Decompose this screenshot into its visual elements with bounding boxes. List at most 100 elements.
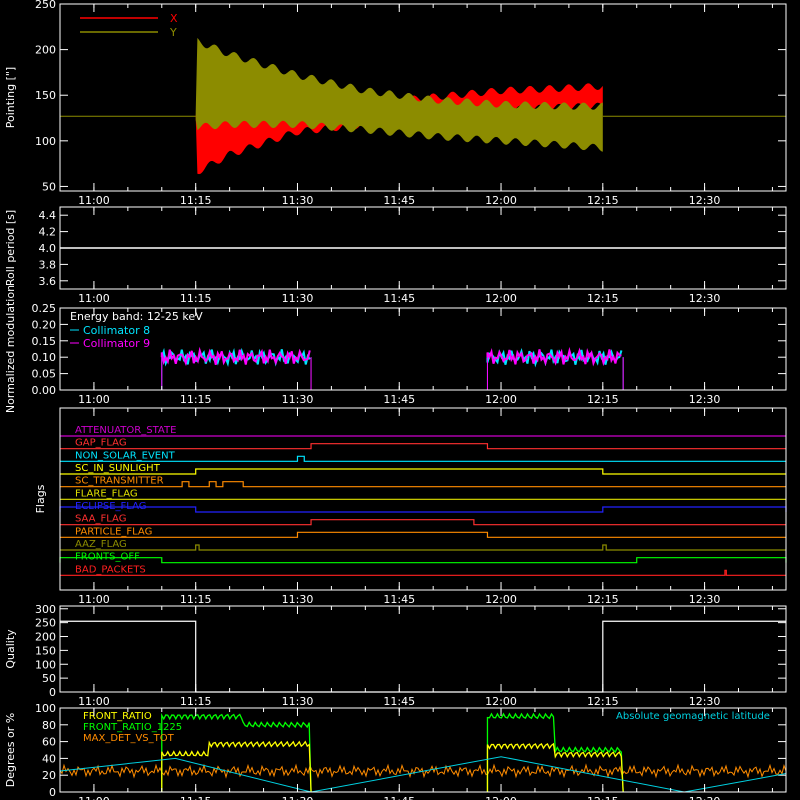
mod-xtick-label: 11:45 — [383, 393, 415, 406]
roll-ytick-label: 4.0 — [39, 242, 57, 255]
quality-ytick-label: 50 — [42, 672, 56, 685]
flag-line-aaz-flag — [60, 544, 786, 551]
mod-energy-band-label: Energy band: 12-25 keV — [70, 310, 203, 323]
flag-label: ATTENUATOR_STATE — [75, 425, 176, 436]
quality-line — [60, 620, 786, 693]
quality-ytick-label: 300 — [35, 603, 56, 616]
pointing-legend-label: Y — [169, 26, 177, 39]
flag-label: PARTICLE_FLAG — [75, 526, 152, 537]
pointing-ytick-label: 100 — [35, 135, 56, 148]
ratio-geomag-label: Absolute geomagnetic latitude — [616, 711, 770, 722]
modulation-panel: 0.00 0.05 0.10 0.15 0.20 0.25 Normalized modul… — [4, 285, 787, 413]
quality-xtick-label: 12:30 — [689, 695, 721, 708]
ratio-series-line — [161, 740, 312, 793]
pointing-xtick-label: 12:30 — [689, 194, 721, 207]
ratio-max-det-line — [59, 763, 787, 779]
ratio-xtick-label: 12:15 — [587, 795, 619, 800]
pointing-xtick-label: 11:45 — [383, 194, 415, 207]
mod-xtick-label: 12:30 — [689, 393, 721, 406]
ratio-xtick-label: 11:30 — [282, 795, 314, 800]
roll-xtick-label: 11:00 — [78, 292, 110, 305]
quality-ytick-label: 150 — [35, 644, 56, 657]
ratio-ytick-label: 80 — [42, 719, 56, 732]
ratio-ytick-label: 100 — [35, 702, 56, 715]
flags-ylabel: Flags — [34, 484, 47, 513]
flag-line-particle-flag — [60, 531, 786, 538]
quality-frame — [59, 605, 787, 693]
roll-ytick-label: 3.8 — [39, 258, 57, 271]
quality-xtick-label: 11:00 — [78, 695, 110, 708]
flags-xtick-label: 11:15 — [180, 593, 212, 606]
flag-label: SC_TRANSMITTER — [75, 476, 164, 487]
ratio-series-line — [161, 712, 312, 793]
ratio-series-line — [486, 712, 624, 793]
roll-xtick-label: 11:15 — [180, 292, 212, 305]
flags-xtick-label: 12:00 — [485, 593, 517, 606]
pointing-panel: 50 100 150 200 250 Pointing ["] XY 11:00 11:15 11… — [4, 0, 787, 207]
mod-legend-label: Collimator 9 — [83, 337, 150, 350]
mod-xtick-label: 11:15 — [180, 393, 212, 406]
pointing-ytick-label: 200 — [35, 44, 56, 57]
quality-ytick-label: 0 — [49, 686, 56, 699]
flag-line-saa-flag — [60, 519, 786, 526]
flags-xtick-label: 12:15 — [587, 593, 619, 606]
flags-xtick-label: 11:00 — [78, 593, 110, 606]
quality-ytick-label: 100 — [35, 658, 56, 671]
flag-line-eclipse-flag — [59, 506, 787, 513]
mod-series-line — [486, 346, 622, 367]
roll-frame — [59, 206, 787, 290]
flag-label: GAP_FLAG — [75, 438, 127, 449]
roll-xtick-label: 12:15 — [587, 292, 619, 305]
quality-xtick-label: 12:00 — [485, 695, 517, 708]
mod-ytick-label: 0.00 — [32, 384, 57, 397]
ratio-frame — [59, 707, 787, 793]
ratio-xtick-label: 11:45 — [383, 795, 415, 800]
mod-legend-label: Collimator 8 — [83, 324, 150, 337]
quality-xtick-label: 11:45 — [383, 695, 415, 708]
pointing-xtick-label: 11:15 — [180, 194, 212, 207]
mod-ytick-label: 0.05 — [32, 368, 57, 381]
ratio-ytick-label: 0 — [49, 786, 56, 799]
flag-label: NON_SOLAR_EVENT — [75, 450, 176, 461]
roll-ytick-label: 3.6 — [39, 275, 57, 288]
flags-xtick-label: 11:45 — [383, 593, 415, 606]
ratio-ytick-label: 40 — [42, 752, 56, 765]
flag-line-non-solar-event — [60, 455, 786, 462]
pointing-y-series — [195, 37, 603, 152]
flag-label: BAD_PACKETS — [75, 564, 146, 575]
mod-ytick-label: 0.25 — [32, 302, 57, 315]
pointing-ylabel: Pointing ["] — [4, 67, 17, 128]
flag-label: FLARE_FLAG — [75, 488, 138, 499]
mod-ylabel: Normalized modulation — [4, 285, 17, 413]
roll-xtick-label: 11:45 — [383, 292, 415, 305]
flag-label: AAZ_FLAG — [75, 539, 127, 550]
flags-xtick-label: 11:30 — [282, 593, 314, 606]
pointing-xtick-label: 11:30 — [282, 194, 314, 207]
mod-series-line — [160, 346, 311, 367]
flags-frame — [59, 407, 787, 591]
pointing-ytick-label: 50 — [42, 180, 56, 193]
roll-period-panel: 3.6 3.8 4.0 4.2 4.4 Roll period [s] 11:00 11:15… — [4, 206, 787, 305]
mod-ytick-label: 0.10 — [32, 351, 57, 364]
flag-line-bad-packets — [60, 569, 786, 576]
mod-xtick-label: 11:00 — [78, 393, 110, 406]
flag-label: SAA_FLAG — [75, 514, 126, 525]
quality-xtick-label: 12:15 — [587, 695, 619, 708]
mod-xtick-label: 12:00 — [485, 393, 517, 406]
ratio-legend-label: MAX_DET_VS_TOT — [83, 733, 175, 744]
pointing-ytick-label: 250 — [35, 0, 56, 11]
ratio-series-line — [486, 742, 624, 793]
mod-ytick-label: 0.15 — [32, 335, 57, 348]
mod-xtick-label: 12:15 — [587, 393, 619, 406]
quality-ytick-label: 200 — [35, 631, 56, 644]
flag-line-gap-flag — [60, 443, 786, 450]
ratio-legend-label: FRONT_RATIO — [83, 711, 152, 722]
mod-frame — [59, 307, 787, 391]
ratio-legend-label: FRONT_RATIO_1225 — [83, 722, 182, 733]
flag-line-fronts-off — [59, 557, 787, 564]
pointing-xtick-label: 12:15 — [587, 194, 619, 207]
quality-xtick-label: 11:15 — [180, 695, 212, 708]
